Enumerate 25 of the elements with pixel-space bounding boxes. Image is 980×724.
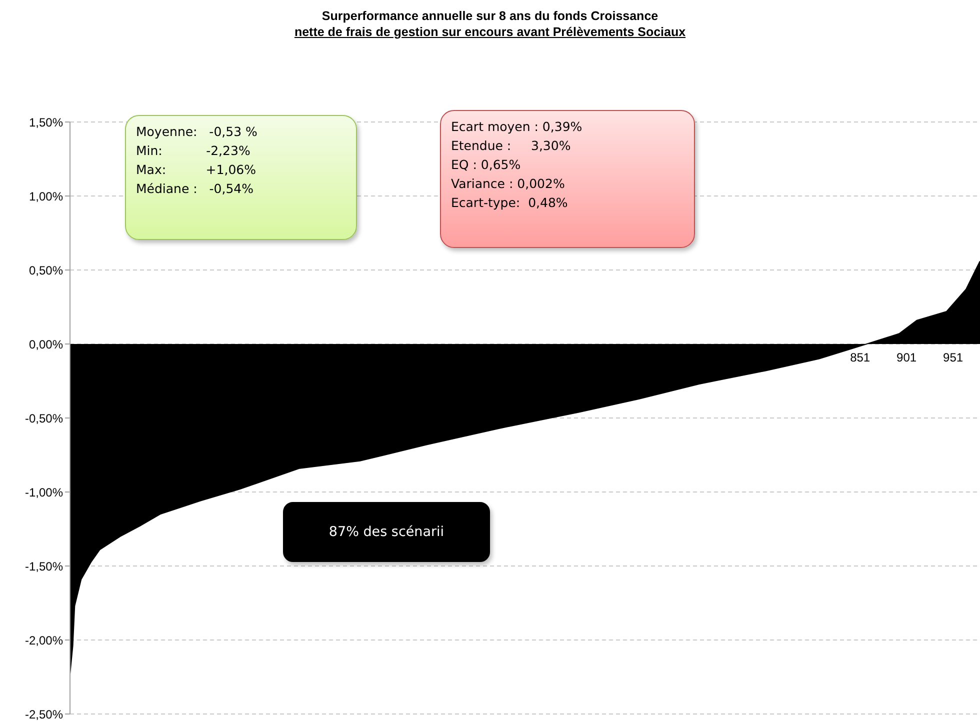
y-tick-label: -1,00% [24, 485, 64, 500]
annotation: EQ : 0,65% [451, 156, 522, 174]
y-tick-label: -0,50% [24, 411, 64, 426]
x-tick-label: 851 [850, 350, 870, 364]
x-tick-label: 951 [943, 350, 964, 364]
annotation: Moyenne: -0,53 % [136, 123, 258, 141]
chart-title: Surperformance annuelle sur 8 ans du fonds Croissance [320, 8, 660, 24]
annotation: Max: +1,06% [136, 161, 257, 179]
callout-box: 87% des scénarii [283, 502, 490, 562]
y-tick-label: -2,50% [24, 707, 64, 722]
annotation: Etendue : 3,30% [451, 137, 572, 155]
annotation: Ecart-type: 0,48% [451, 194, 569, 212]
y-tick-label: 1,00% [28, 189, 64, 204]
annotation: Médiane : -0,54% [136, 180, 254, 198]
y-tick-label: 0,50% [28, 263, 64, 278]
x-tick-label: 901 [896, 350, 917, 364]
y-tick-label: 0,00% [28, 337, 64, 352]
chart-subtitle: nette de frais de gestion sur encours avant Prélèvements Sociaux [293, 24, 687, 40]
annotation: Ecart moyen : 0,39% [451, 118, 584, 136]
annotation: Min: -2,23% [136, 142, 252, 160]
y-tick-label: 1,50% [28, 115, 64, 130]
annotation: Variance : 0,002% [451, 175, 566, 193]
annotation: 87% des scénarii [328, 522, 444, 542]
y-tick-label: -2,00% [24, 633, 64, 648]
y-tick-label: -1,50% [24, 559, 64, 574]
